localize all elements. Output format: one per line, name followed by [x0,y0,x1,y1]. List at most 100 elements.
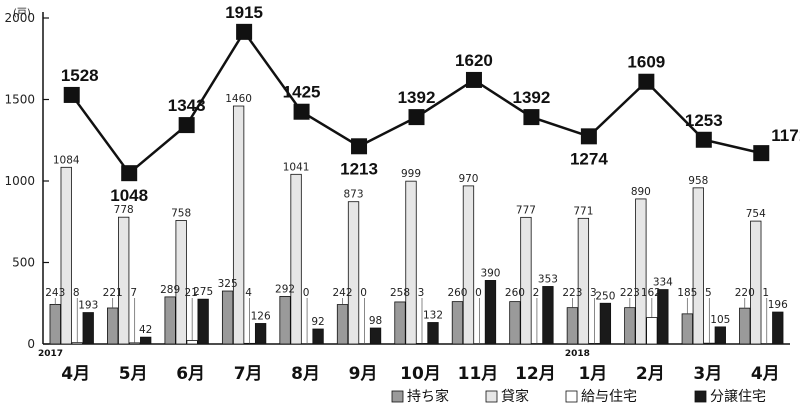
x-tick-label: 4月 [61,364,90,384]
bar-value-label: 334 [653,277,673,289]
total-value-label: 1609 [627,53,665,72]
bar [49,303,61,345]
total-value-label: 1620 [455,51,493,70]
bar [772,311,784,345]
total-value-label: 1274 [570,149,608,168]
total-point-marker [236,23,253,40]
y-tick-label: 1000 [4,174,35,188]
total-value-label: 1528 [61,66,99,85]
total-point-marker [121,165,138,182]
x-tick-label: 11月 [458,364,499,384]
y-tick-label: 1500 [4,93,35,107]
bar-value-label: 0 [303,287,310,299]
total-point-marker [351,138,368,155]
total-value-label: 1343 [168,96,206,115]
total-point-marker [580,128,597,145]
bar [394,301,406,345]
bar [692,187,704,345]
bar-value-label: 275 [193,286,213,298]
bar-value-label: 771 [573,205,593,217]
total-value-label: 1392 [513,88,551,107]
bar-value-label: 754 [746,208,766,220]
bar [703,342,715,345]
bar [566,307,579,345]
bar [312,328,324,345]
total-point-marker [523,109,540,126]
bar-value-label: 126 [251,310,271,322]
bar-value-label: 325 [218,278,238,290]
x-tick-label: 10月 [400,364,441,384]
total-value-label: 1171 [771,126,800,145]
legend: 持ち家 貸家 給与住宅 分譲住宅 [391,388,766,405]
bar-value-label: 873 [344,189,364,201]
bar [462,185,475,345]
bar [451,301,464,345]
bar-value-label: 1041 [283,161,310,173]
bars [49,105,784,345]
y-tick-label: 0 [27,337,35,351]
bar-value-label: 223 [620,287,640,299]
bar [221,290,234,345]
legend-item: 分譲住宅 [694,389,766,405]
bar [646,317,658,345]
bar [243,342,256,345]
total-line: 1528 1048 1343 1915 1425 1213 1392 1620 1392 1274… [61,3,800,205]
legend-swatch [485,390,498,403]
total-point-marker [178,117,195,134]
bar-value-label: 0 [475,287,482,299]
bar [509,301,521,345]
x-tick-label: 1月 [578,364,607,384]
bar [60,166,72,345]
legend-item: 貸家 [485,388,529,405]
total-point-marker [753,145,770,162]
total-point-marker [695,131,712,148]
total-value-label: 1915 [225,3,263,22]
legend-item: 持ち家 [391,388,449,405]
bar-value-label: 8 [73,287,80,299]
bar [520,216,532,345]
bar [739,307,751,345]
bar [71,342,83,345]
bar-value-label: 21 [184,287,197,299]
bar-value-label: 3 [418,287,425,299]
y-tick-label: 2000 [4,11,35,25]
x-tick-label: 6月 [176,364,205,384]
legend-label: 給与住宅 [581,389,637,405]
bar-value-label: 1 [762,287,769,299]
bar-value-label: 223 [562,287,582,299]
bar-value-label: 2 [533,287,540,299]
bar [714,326,726,345]
y-tick-label: 500 [12,256,35,270]
bar-value-label: 7 [130,287,137,299]
bar-value-label: 1084 [53,154,80,166]
bar [140,336,152,345]
bar-value-label: 260 [505,287,525,299]
bar-value-label: 999 [401,168,421,180]
bar [164,296,176,345]
bar-value-label: 777 [516,204,536,216]
bar [82,312,94,345]
legend-swatch [391,390,404,403]
bar [681,313,693,345]
bar [129,342,141,345]
bar [405,180,417,345]
bar-value-label: 162 [641,287,661,299]
total-point-marker [63,86,80,103]
bar [484,280,497,345]
bar-value-label: 5 [705,287,712,299]
legend-label: 貸家 [501,388,529,405]
bar-value-label: 1460 [225,93,252,105]
bar-value-label: 221 [103,287,123,299]
bar [279,296,291,345]
x-tick-label: 5月 [119,364,148,384]
bar [542,286,554,345]
bar-value-label: 258 [390,287,410,299]
bar-value-label: 0 [360,287,367,299]
x-tick-label: 7月 [234,364,263,384]
bar-labels: 243 221 289 325 292 242 258 260 260 223 223 185 2201… [45,93,788,344]
bar [427,322,439,345]
bar-value-label: 958 [688,175,708,187]
bar-value-label: 185 [677,287,697,299]
x-tick-label: 3月 [693,364,722,384]
bar-value-label: 105 [710,314,730,326]
